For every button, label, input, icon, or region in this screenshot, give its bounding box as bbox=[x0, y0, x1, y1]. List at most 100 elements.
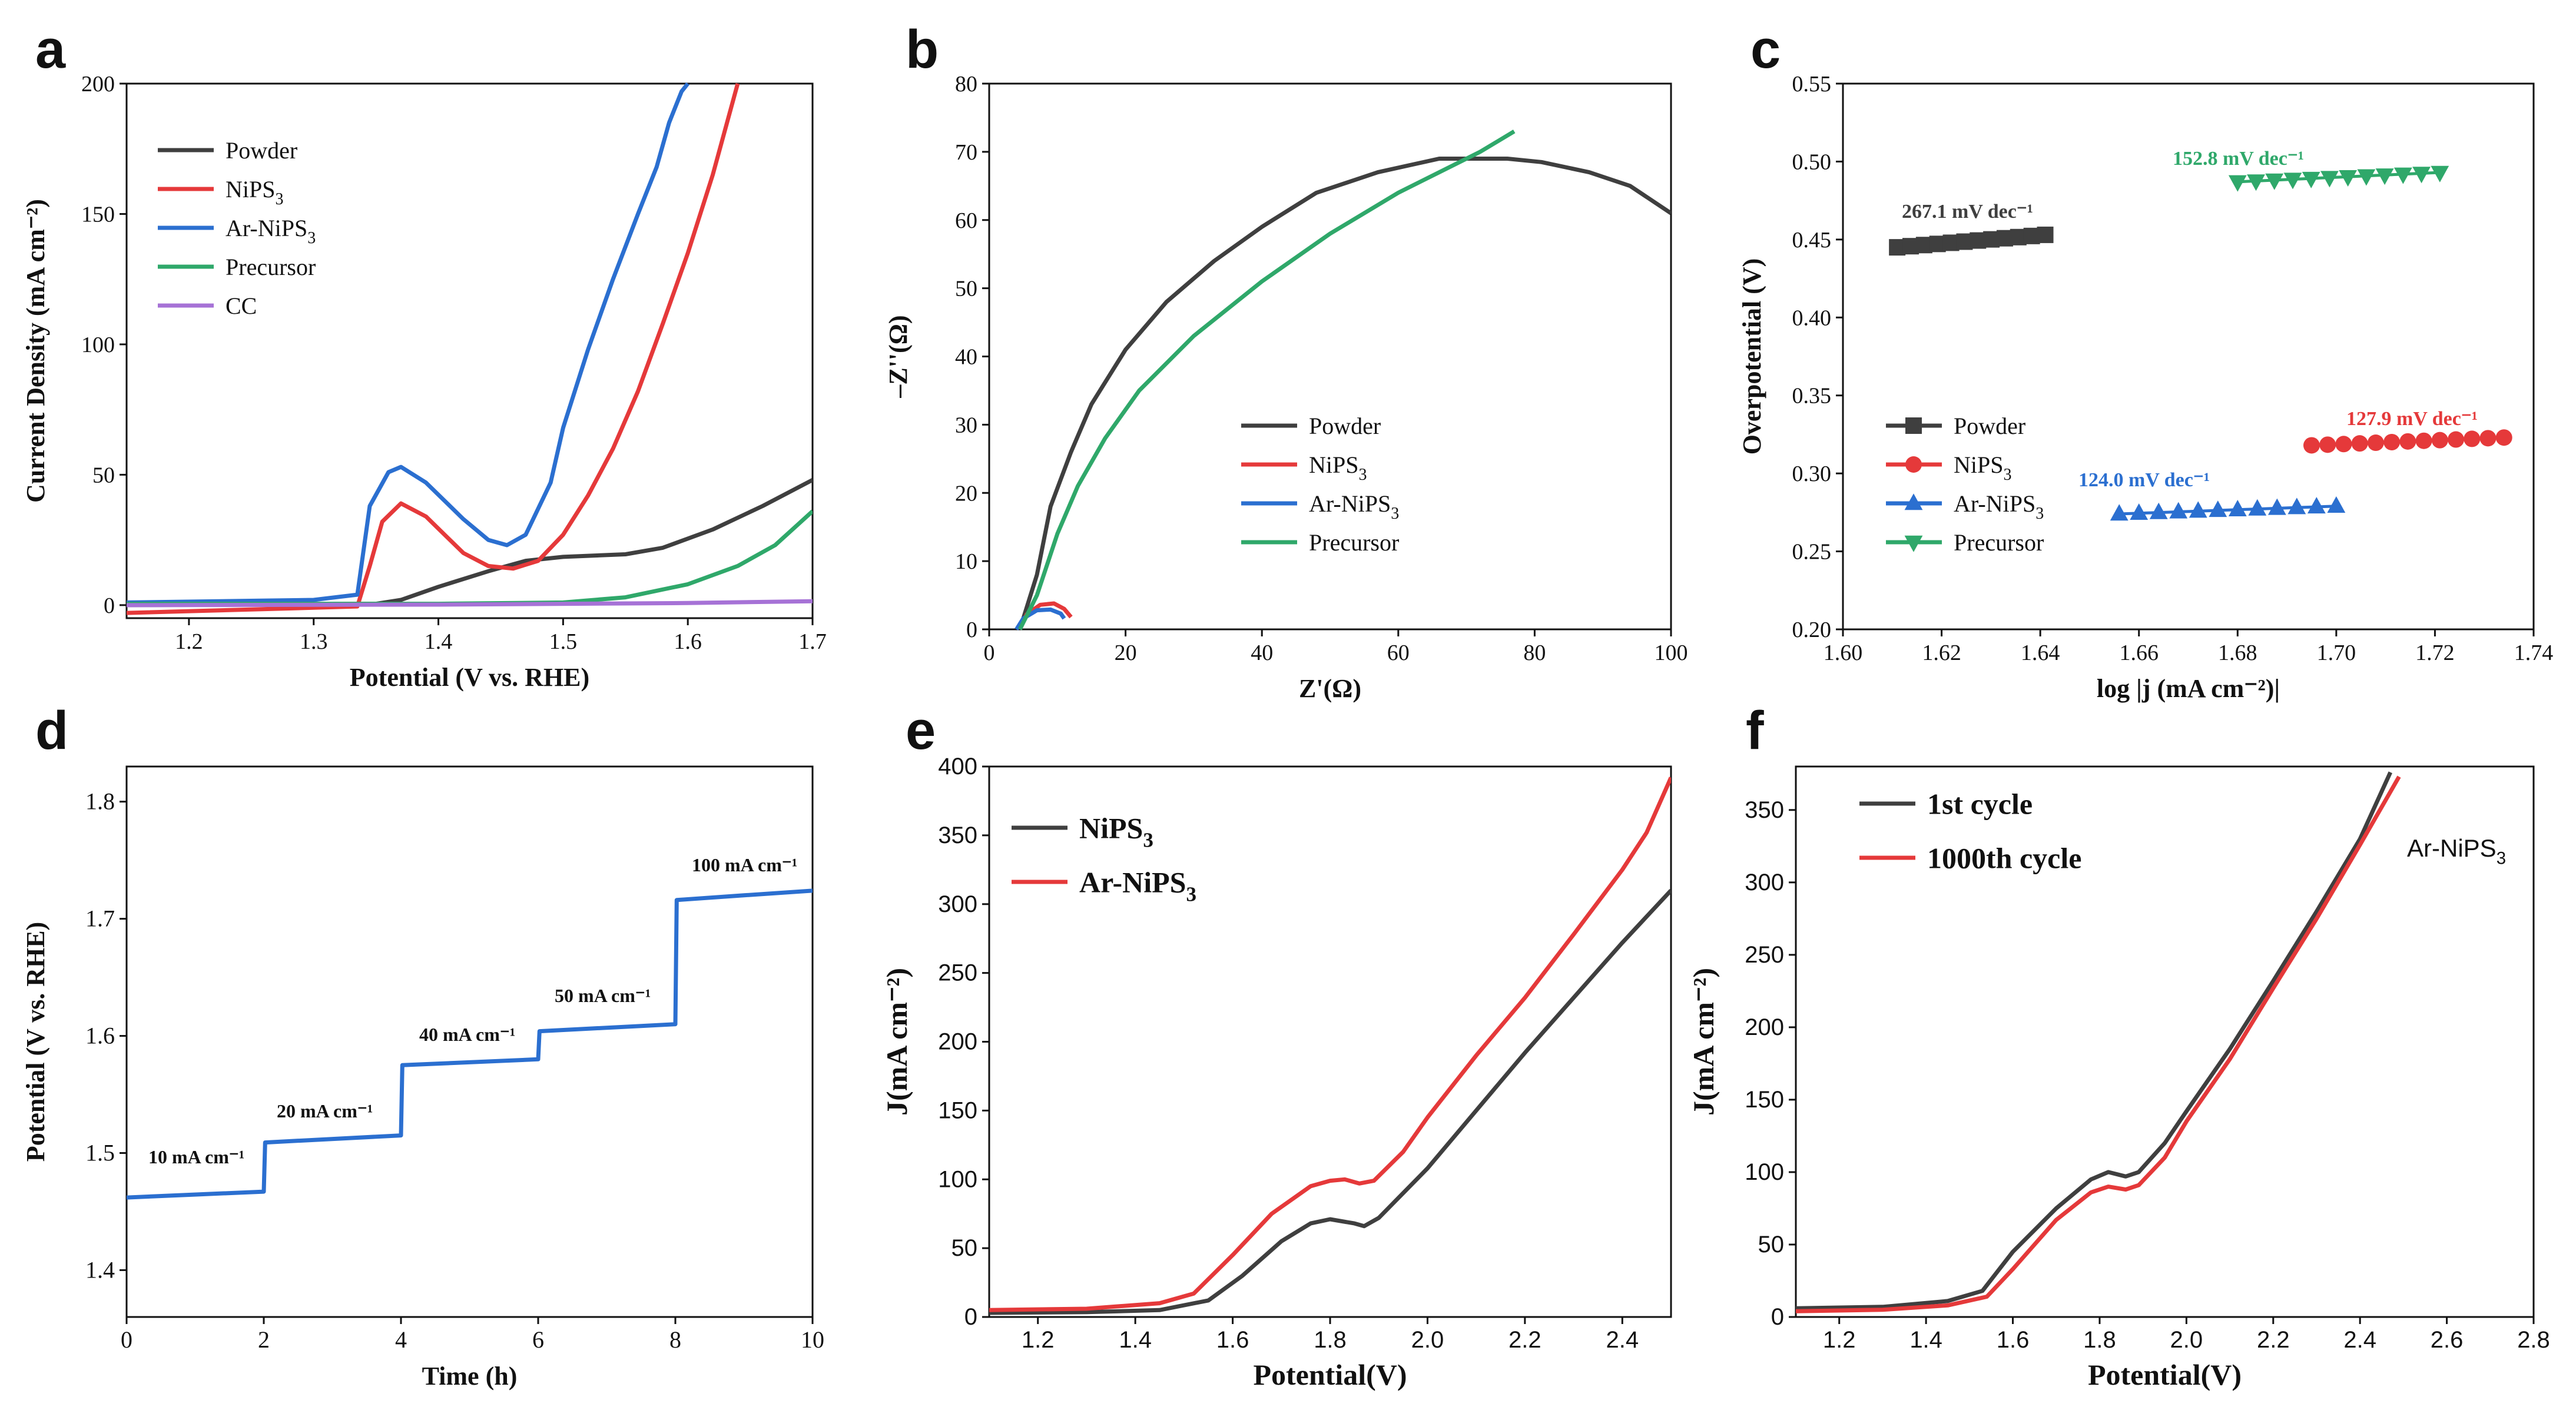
y-tick-label: 0 bbox=[104, 593, 115, 618]
data-point bbox=[2283, 172, 2302, 190]
legend: 1st cycle 1000th cycle bbox=[1859, 788, 2081, 875]
y-tick-label: 0.55 bbox=[1792, 72, 1832, 97]
y-tick-label: 0.30 bbox=[1792, 462, 1832, 486]
series-line-ar-nips3 bbox=[989, 777, 1671, 1312]
step-current-label: 40 mA cm⁻¹ bbox=[419, 1024, 515, 1045]
data-point bbox=[2228, 499, 2247, 516]
data-point bbox=[2248, 499, 2267, 516]
y-tick-label: 0.20 bbox=[1792, 618, 1832, 642]
y-tick-label: 0 bbox=[966, 618, 977, 642]
legend: NiPS3 Ar-NiPS3 bbox=[1012, 812, 1196, 906]
x-tick-label: 1.2 bbox=[1022, 1327, 1055, 1353]
y-tick-label: 250 bbox=[938, 960, 977, 986]
plot-frame bbox=[125, 765, 814, 1318]
data-point bbox=[2287, 497, 2306, 515]
x-tick-label: 1.62 bbox=[1922, 641, 1961, 665]
legend-label: Powder bbox=[1954, 413, 2025, 439]
x-axis-title: Z'(Ω) bbox=[1299, 674, 1361, 703]
y-tick-label: 350 bbox=[1745, 797, 1784, 823]
x-tick-label: 2.2 bbox=[2257, 1327, 2290, 1353]
tafel-slope-label: 124.0 mV dec⁻¹ bbox=[2078, 469, 2210, 491]
y-tick-label: 50 bbox=[955, 277, 977, 301]
y-tick-label: 250 bbox=[1745, 942, 1784, 968]
legend-marker bbox=[1905, 456, 1922, 473]
x-tick-label: 6 bbox=[532, 1326, 544, 1353]
data-point bbox=[2367, 434, 2384, 452]
legend-label: Powder bbox=[1309, 413, 1381, 439]
x-tick-label: 10 bbox=[801, 1326, 824, 1353]
legend-label: Ar-NiPS3 bbox=[1309, 490, 1399, 523]
data-point bbox=[2189, 501, 2207, 518]
series-line-powder bbox=[127, 478, 813, 608]
y-tick-label: 100 bbox=[938, 1166, 977, 1192]
panel-e: e 1.2 1.4 1.6 1.8 2.0 2.2 2.4 0 50 100 150 200 250 300… bbox=[880, 701, 1672, 1391]
y-tick-label: 300 bbox=[1745, 870, 1784, 895]
x-tick-label: 2.6 bbox=[2431, 1327, 2464, 1353]
series-line-ar-nips3 bbox=[127, 888, 813, 1200]
x-tick-label: 1.6 bbox=[1997, 1327, 2030, 1353]
legend-label: NiPS3 bbox=[1954, 452, 2012, 484]
y-axis-title: J(mA cm⁻²) bbox=[880, 968, 913, 1116]
y-axis-title: –Z''(Ω) bbox=[884, 315, 913, 398]
y-tick-label: 40 bbox=[955, 345, 977, 370]
x-tick-label: 2.4 bbox=[1606, 1327, 1639, 1353]
data-point bbox=[2479, 430, 2497, 447]
panel-label: e bbox=[906, 701, 936, 761]
x-tick-label: 40 bbox=[1251, 641, 1273, 665]
y-tick-label: 70 bbox=[955, 140, 977, 165]
legend: Powder NiPS3 Ar-NiPS3 Precursor bbox=[1886, 413, 2044, 556]
y-tick-label: 20 bbox=[955, 481, 977, 506]
data-layer bbox=[127, 82, 813, 615]
step-current-label: 20 mA cm⁻¹ bbox=[277, 1100, 373, 1122]
data-point bbox=[2448, 431, 2465, 448]
x-tick-label: 1.74 bbox=[2514, 641, 2554, 665]
series-line-ar-nips3 bbox=[127, 82, 689, 605]
data-layer bbox=[1796, 771, 2401, 1313]
x-tick-label: 80 bbox=[1523, 641, 1546, 665]
series-line-nips3 bbox=[989, 889, 1671, 1315]
data-point bbox=[2412, 167, 2431, 184]
series-line-powder bbox=[1017, 157, 1671, 631]
data-layer bbox=[1889, 165, 2512, 521]
data-point bbox=[2149, 502, 2168, 519]
legend-label: Ar-NiPS3 bbox=[226, 215, 316, 247]
y-tick-label: 50 bbox=[952, 1235, 978, 1261]
y-tick-label: 0 bbox=[964, 1304, 977, 1330]
x-tick-label: 1.4 bbox=[425, 629, 453, 654]
sample-annotation: Ar-NiPS3 bbox=[2407, 834, 2506, 868]
panel-label: d bbox=[35, 701, 68, 761]
data-point bbox=[2495, 429, 2512, 446]
y-tick-label: 1.7 bbox=[85, 905, 115, 932]
y-tick-label: 0.45 bbox=[1792, 228, 1832, 253]
tafel-slope-label: 152.8 mV dec⁻¹ bbox=[2173, 148, 2304, 170]
y-tick-label: 150 bbox=[1745, 1087, 1784, 1113]
panel-label: f bbox=[1746, 701, 1764, 761]
data-point bbox=[2335, 436, 2352, 453]
x-tick-label: 1.5 bbox=[549, 629, 578, 654]
x-axis-title: Potential(V) bbox=[1253, 1358, 1407, 1391]
x-tick-label: 1.6 bbox=[674, 629, 702, 654]
step-current-label: 50 mA cm⁻¹ bbox=[555, 985, 651, 1006]
data-point bbox=[2319, 436, 2336, 453]
x-tick-label: 1.8 bbox=[2083, 1327, 2116, 1353]
data-layer bbox=[989, 777, 1671, 1315]
y-tick-label: 0.50 bbox=[1792, 150, 1832, 174]
panel-a: a 1.2 1.3 1.4 1.5 1.6 1.7 0 50 100 150 200 Potential… bbox=[21, 19, 827, 692]
x-tick-label: 1.8 bbox=[1314, 1327, 1347, 1353]
y-tick-label: 1.8 bbox=[85, 788, 115, 815]
y-tick-label: 100 bbox=[1745, 1159, 1784, 1185]
data-point bbox=[2464, 430, 2481, 447]
y-tick-label: 60 bbox=[955, 208, 977, 233]
y-tick-label: 1.4 bbox=[85, 1256, 115, 1283]
y-tick-label: 0 bbox=[1771, 1304, 1784, 1330]
data-point bbox=[2415, 432, 2432, 449]
data-point bbox=[2303, 437, 2320, 454]
x-tick-label: 2.4 bbox=[2343, 1327, 2376, 1353]
x-tick-label: 20 bbox=[1115, 641, 1137, 665]
x-tick-label: 1.60 bbox=[1824, 641, 1863, 665]
x-tick-label: 1.68 bbox=[2218, 641, 2257, 665]
data-point bbox=[2351, 435, 2368, 452]
y-axis-title: Current Density (mA cm⁻²) bbox=[21, 199, 50, 503]
y-tick-label: 0.25 bbox=[1792, 540, 1832, 565]
